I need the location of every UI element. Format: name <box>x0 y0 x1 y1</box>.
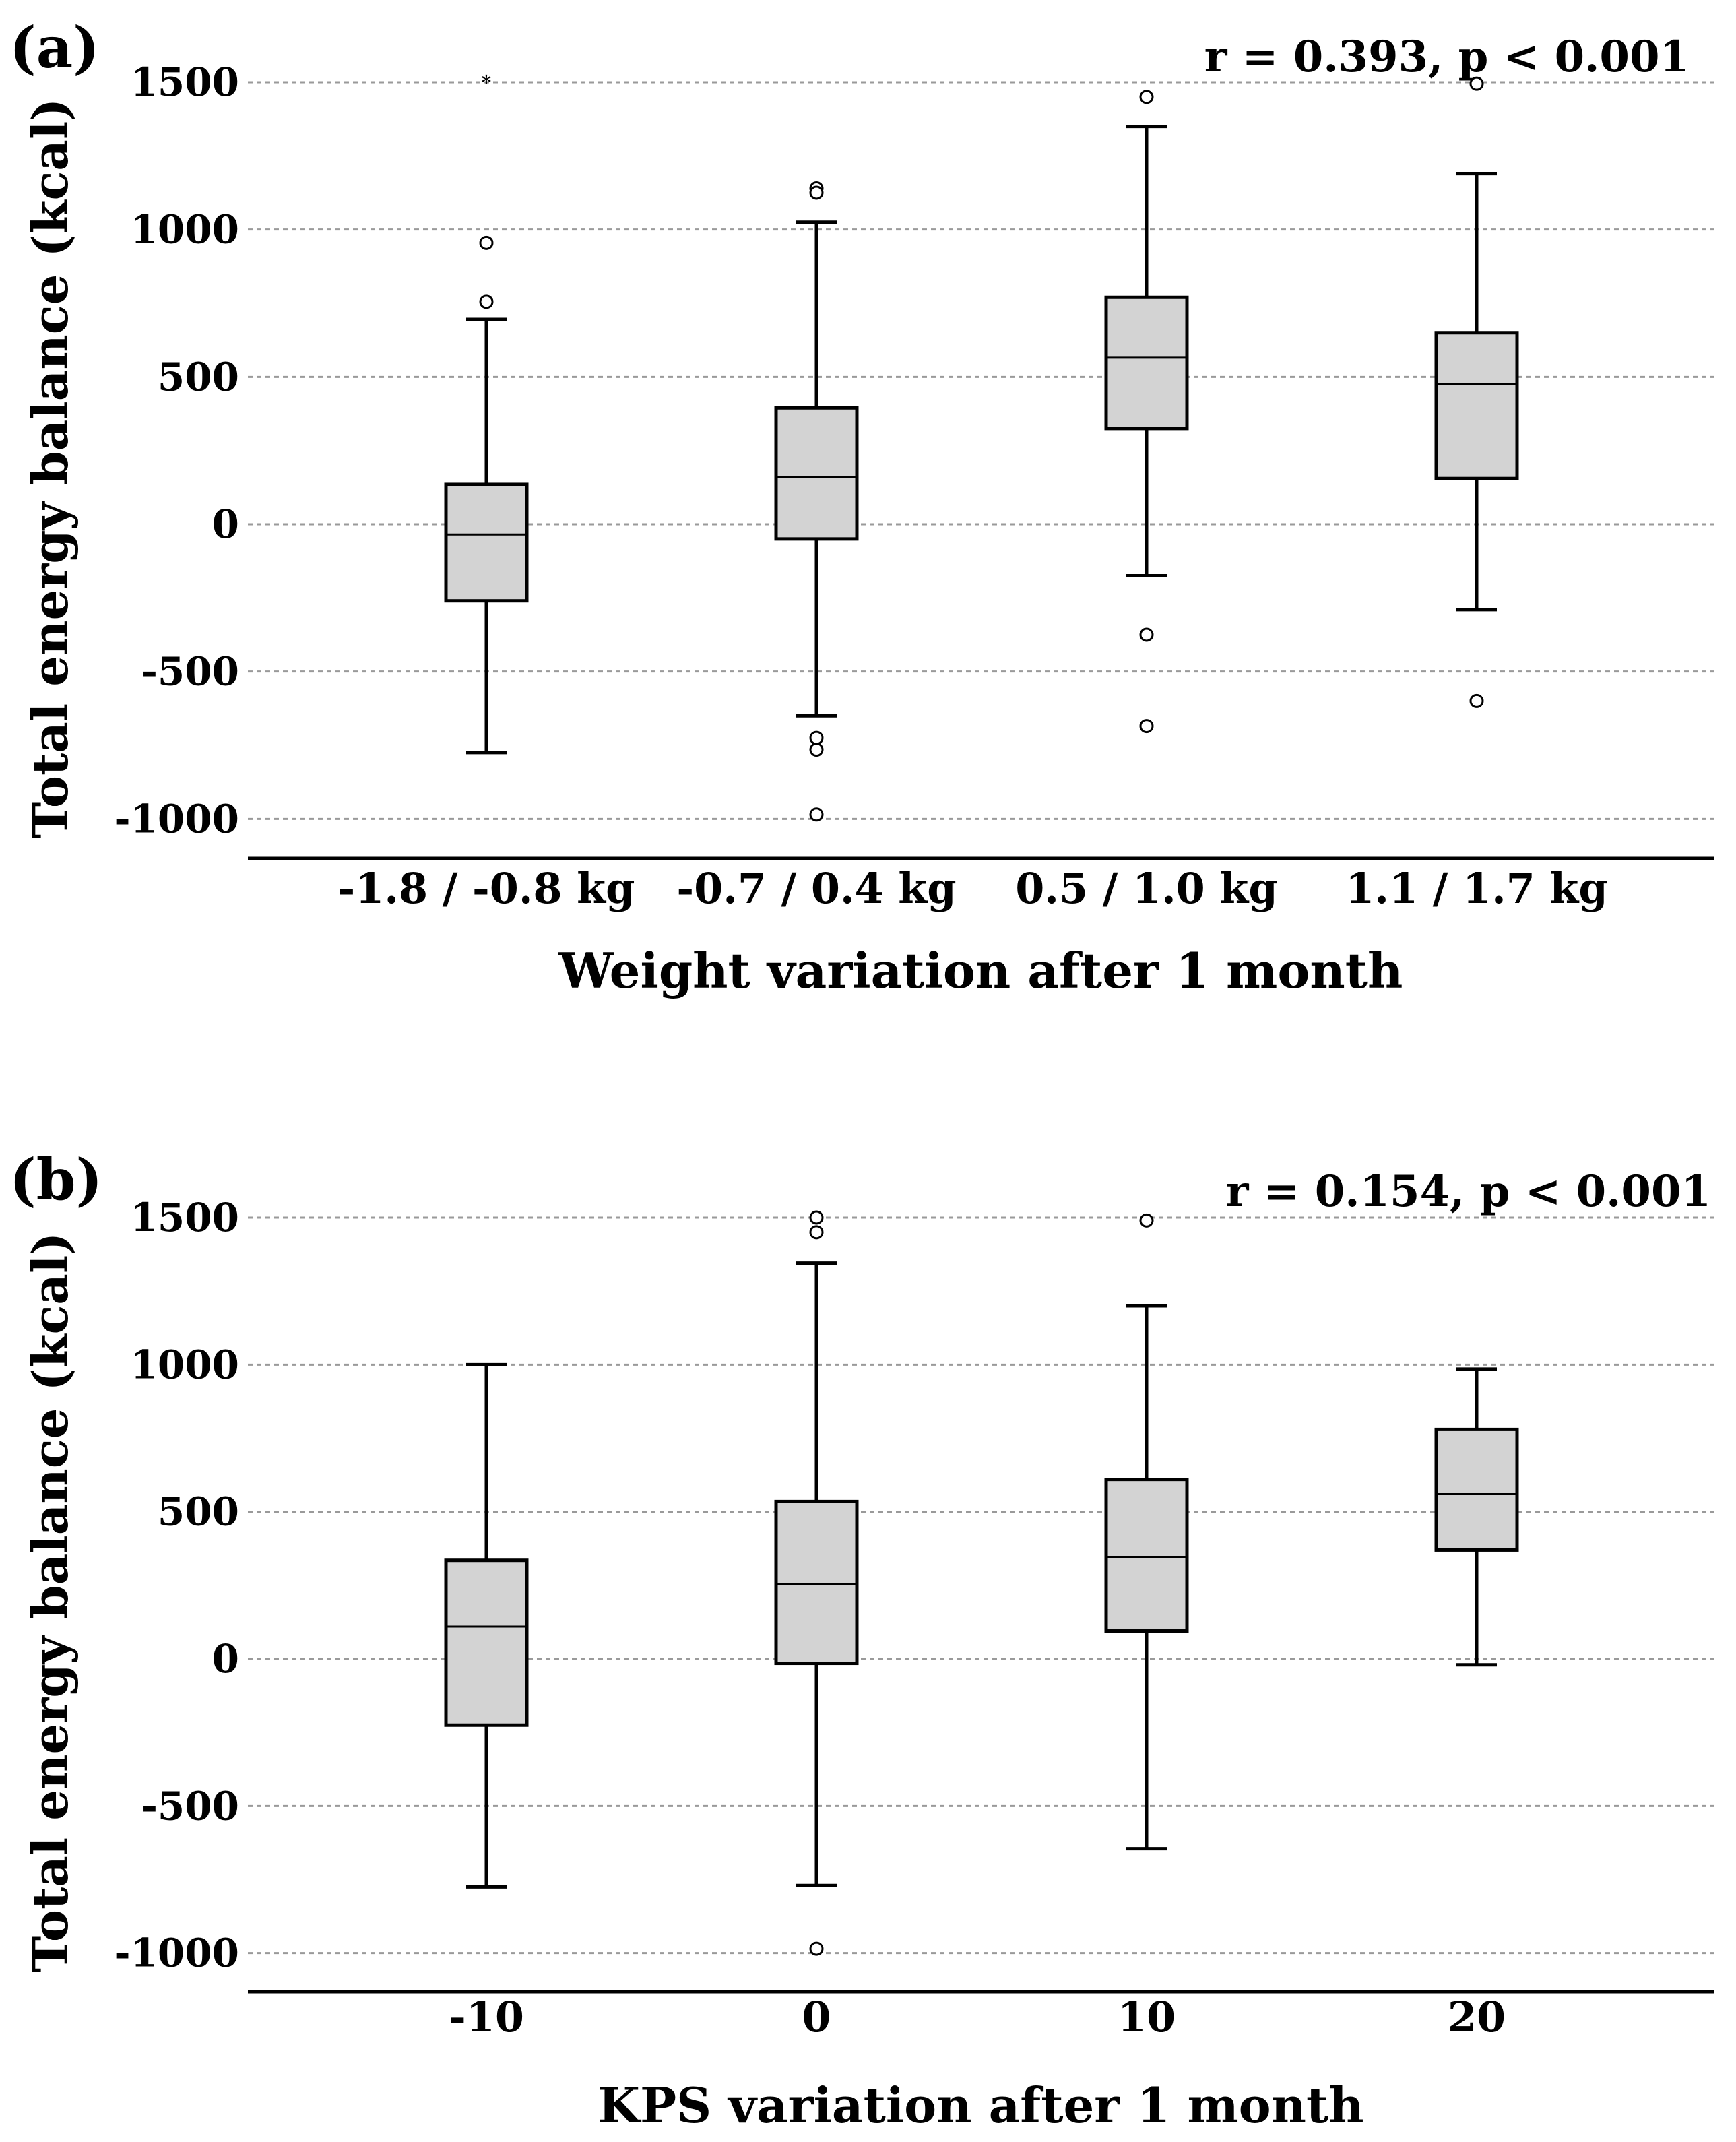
outlier-point <box>1139 719 1154 734</box>
box-group: * <box>444 71 529 755</box>
x-category-label: 0 <box>802 1992 831 2042</box>
y-tick-label: 500 <box>158 1489 239 1535</box>
outlier-point <box>809 1210 824 1225</box>
y-tick-label: -500 <box>141 1783 239 1829</box>
x-category-label: -0.7 / 0.4 kg <box>676 864 956 913</box>
outlier-point <box>479 294 494 309</box>
outlier-point <box>1139 90 1154 104</box>
y-tick-label: 0 <box>212 1636 239 1682</box>
x-axis-categories: -10 0 10 20 <box>449 1992 1506 2042</box>
y-tick-label: 1500 <box>131 59 239 105</box>
box-iqr <box>1104 295 1189 431</box>
box-group <box>774 1210 859 1956</box>
y-axis-title: Total energy balance (kcal) <box>22 1232 79 1973</box>
outlier-point <box>1139 1213 1154 1228</box>
outlier-point <box>809 1941 824 1956</box>
y-tick-label: -1000 <box>115 1930 240 1976</box>
box-group <box>1104 90 1189 734</box>
y-axis-ticks: 1500 1000 500 0 -500 -1000 <box>115 59 240 842</box>
correlation-annotation: r = 0.154, p < 0.001 <box>1226 1166 1711 1217</box>
panel-label: (b) <box>9 1146 102 1213</box>
x-category-label: -10 <box>449 1992 524 2042</box>
outlier-point <box>1469 76 1484 91</box>
box-group <box>1434 1367 1519 1667</box>
box-iqr <box>1434 1427 1519 1552</box>
x-axis-title: Weight variation after 1 month <box>558 942 1403 999</box>
box-iqr <box>444 1558 529 1727</box>
y-tick-label: 0 <box>212 501 239 547</box>
box-iqr <box>1434 331 1519 480</box>
x-category-label: 10 <box>1118 1992 1176 2042</box>
x-category-label: 20 <box>1448 1992 1506 2042</box>
box-group <box>444 1362 529 1889</box>
y-tick-label: 1500 <box>131 1195 239 1240</box>
outlier-point <box>1469 693 1484 708</box>
y-tick-label: 1000 <box>131 207 239 253</box>
x-category-label: 0.5 / 1.0 kg <box>1015 864 1277 913</box>
outlier-point <box>809 730 824 745</box>
panel-a: (a) r = 0.393, p < 0.001 1500 1000 500 0 -50… <box>9 14 1714 999</box>
x-axis-categories: -1.8 / -0.8 kg -0.7 / 0.4 kg 0.5 / 1.0 kg 1… <box>338 864 1608 913</box>
outlier-point <box>809 743 824 757</box>
panel-b: (b) r = 0.154, p < 0.001 1500 1000 500 0 -50… <box>9 1146 1714 2134</box>
boxes: * <box>444 71 1519 822</box>
box-iqr <box>1104 1478 1189 1633</box>
y-tick-label: 1000 <box>131 1342 239 1387</box>
box-group <box>1434 76 1519 708</box>
box-group <box>1104 1213 1189 1851</box>
y-tick-label: -1000 <box>115 796 240 842</box>
outlier-point <box>809 185 824 200</box>
outlier-point <box>1139 627 1154 642</box>
correlation-annotation: r = 0.393, p < 0.001 <box>1204 32 1690 82</box>
x-axis-title: KPS variation after 1 month <box>598 2077 1363 2134</box>
panel-label: (a) <box>9 14 100 81</box>
extreme-point: * <box>482 71 492 94</box>
box-iqr <box>444 482 529 603</box>
y-tick-label: -500 <box>141 649 239 695</box>
boxes <box>444 1210 1519 1956</box>
box-iqr <box>774 406 859 541</box>
x-category-label: 1.1 / 1.7 kg <box>1345 864 1607 913</box>
x-category-label: -1.8 / -0.8 kg <box>338 864 635 913</box>
outlier-point <box>479 235 494 250</box>
y-tick-label: 500 <box>158 354 239 400</box>
outlier-point <box>809 807 824 822</box>
box-group <box>774 181 859 822</box>
y-axis-title: Total energy balance (kcal) <box>22 98 79 839</box>
y-axis-ticks: 1500 1000 500 0 -500 -1000 <box>115 1195 240 1976</box>
outlier-point <box>809 1225 824 1240</box>
box-iqr <box>774 1499 859 1666</box>
